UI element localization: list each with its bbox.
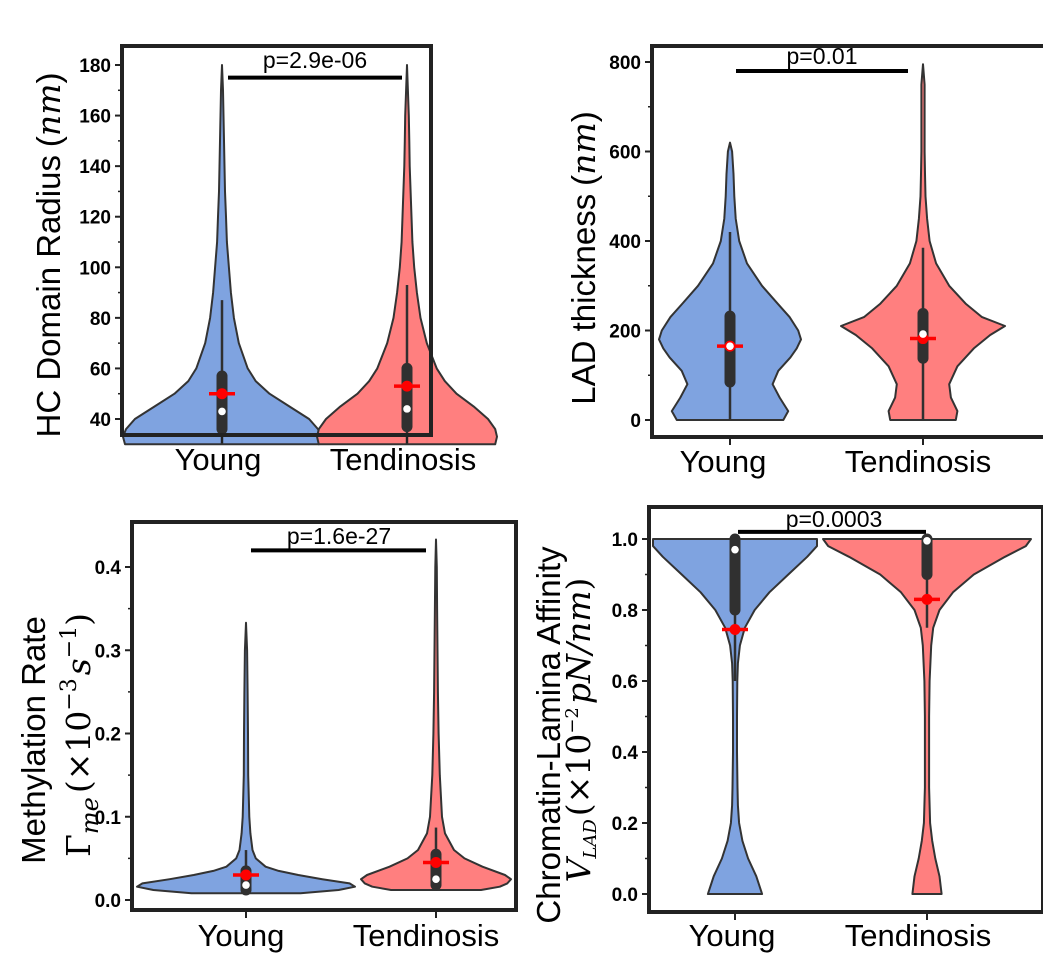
y-tick-label: 0.0 bbox=[95, 891, 121, 912]
p-value-label: p=1.6e-27 bbox=[287, 523, 391, 549]
x-tick-label-tendinosis: Tendinosis bbox=[845, 444, 991, 479]
panel-hc-domain-radius: HC Domain Radius(nm) Young Tendinosis p=… bbox=[29, 44, 498, 477]
y-tick-label: 0.6 bbox=[612, 672, 638, 693]
mean-marker-tendinosis bbox=[921, 593, 933, 605]
y-axis-label: LAD thickness(nm) bbox=[564, 111, 603, 404]
y-axis-label-line1: Chromatin-Lamina Affinity bbox=[530, 546, 567, 924]
mean-marker-young bbox=[240, 869, 252, 881]
y-tick-label: 0.2 bbox=[95, 725, 121, 746]
mean-marker-young bbox=[729, 624, 741, 636]
median-marker-tendinosis bbox=[923, 536, 931, 545]
plot-area bbox=[122, 64, 498, 446]
y-tick-label: 0.2 bbox=[612, 814, 638, 835]
x-tick-label-tendinosis: Tendinosis bbox=[330, 442, 476, 477]
x-tick-label-young: Young bbox=[175, 442, 262, 477]
mean-marker-tendinosis bbox=[401, 380, 413, 392]
median-marker-tendinosis bbox=[919, 330, 927, 338]
y-tick-label: 0.4 bbox=[612, 743, 639, 764]
panel-methylation-rate: Methylation Rate Γme(×10−3s−1) Young Ten… bbox=[15, 520, 518, 953]
y-tick-label: 0.4 bbox=[95, 558, 122, 579]
y-tick-label: 600 bbox=[609, 143, 641, 164]
plot-area bbox=[658, 63, 1006, 421]
y-tick-label: 1.0 bbox=[612, 530, 638, 551]
violin-young bbox=[136, 621, 356, 895]
violin-tendinosis bbox=[316, 64, 498, 446]
y-tick-label: 0.3 bbox=[95, 641, 121, 662]
x-tick-label-young: Young bbox=[680, 444, 767, 479]
y-tick-label: 400 bbox=[609, 232, 641, 253]
y-tick-label: 40 bbox=[90, 410, 111, 431]
y-tick-label: 180 bbox=[79, 56, 111, 77]
y-axis-label: HC Domain Radius(nm) bbox=[29, 73, 68, 438]
median-marker-young bbox=[242, 881, 250, 889]
mean-marker-young bbox=[216, 388, 228, 400]
panel-lad-thickness: LAD thickness(nm) Young Tendinosis p=0.0… bbox=[564, 43, 1043, 479]
p-value-label: p=2.9e-06 bbox=[263, 47, 367, 73]
panel-chromatin-lamina-affinity: Chromatin-Lamina Affinity VLAD(×10−2pN/n… bbox=[530, 505, 1043, 953]
plot-area bbox=[652, 533, 1032, 895]
median-marker-young bbox=[726, 342, 734, 350]
y-tick-label: 0.0 bbox=[612, 885, 638, 906]
y-tick-label: 140 bbox=[79, 157, 111, 178]
y-tick-label: 120 bbox=[79, 208, 111, 229]
y-tick-label: 60 bbox=[90, 359, 111, 380]
violin-young bbox=[652, 538, 818, 895]
x-tick-label-tendinosis: Tendinosis bbox=[845, 918, 991, 953]
median-marker-tendinosis bbox=[403, 405, 411, 413]
mean-marker-tendinosis bbox=[430, 857, 442, 869]
x-tick-label-tendinosis: Tendinosis bbox=[353, 918, 499, 953]
median-marker-young bbox=[218, 407, 226, 416]
x-tick-label-young: Young bbox=[198, 918, 285, 953]
y-axis-label-line2: VLAD(×10−2pN/nm) bbox=[559, 578, 601, 883]
y-tick-label: 80 bbox=[90, 309, 111, 330]
y-tick-label: 200 bbox=[609, 322, 641, 343]
y-tick-label: 800 bbox=[609, 53, 641, 74]
y-tick-label: 160 bbox=[79, 107, 111, 128]
x-tick-label-young: Young bbox=[689, 918, 776, 953]
violin-tendinosis bbox=[360, 538, 512, 891]
median-marker-tendinosis bbox=[432, 875, 440, 883]
violin-tendinosis bbox=[822, 538, 1032, 895]
violin-young bbox=[122, 64, 322, 446]
median-marker-young bbox=[731, 545, 739, 554]
axes-frame bbox=[130, 520, 518, 912]
y-axis-label-line1: Methylation Rate bbox=[15, 616, 52, 864]
plot-area bbox=[136, 538, 512, 896]
axes-frame bbox=[120, 44, 433, 437]
y-tick-label: 0.1 bbox=[95, 808, 122, 829]
axes-frame bbox=[647, 505, 1043, 914]
y-tick-label: 0 bbox=[630, 411, 641, 432]
y-tick-label: 100 bbox=[79, 258, 111, 279]
violin-tendinosis bbox=[840, 63, 1006, 421]
y-axis-label-line2: Γme(×10−3s−1) bbox=[57, 613, 104, 857]
p-value-label: p=0.0003 bbox=[786, 506, 883, 532]
y-tick-label: 0.8 bbox=[612, 601, 638, 622]
